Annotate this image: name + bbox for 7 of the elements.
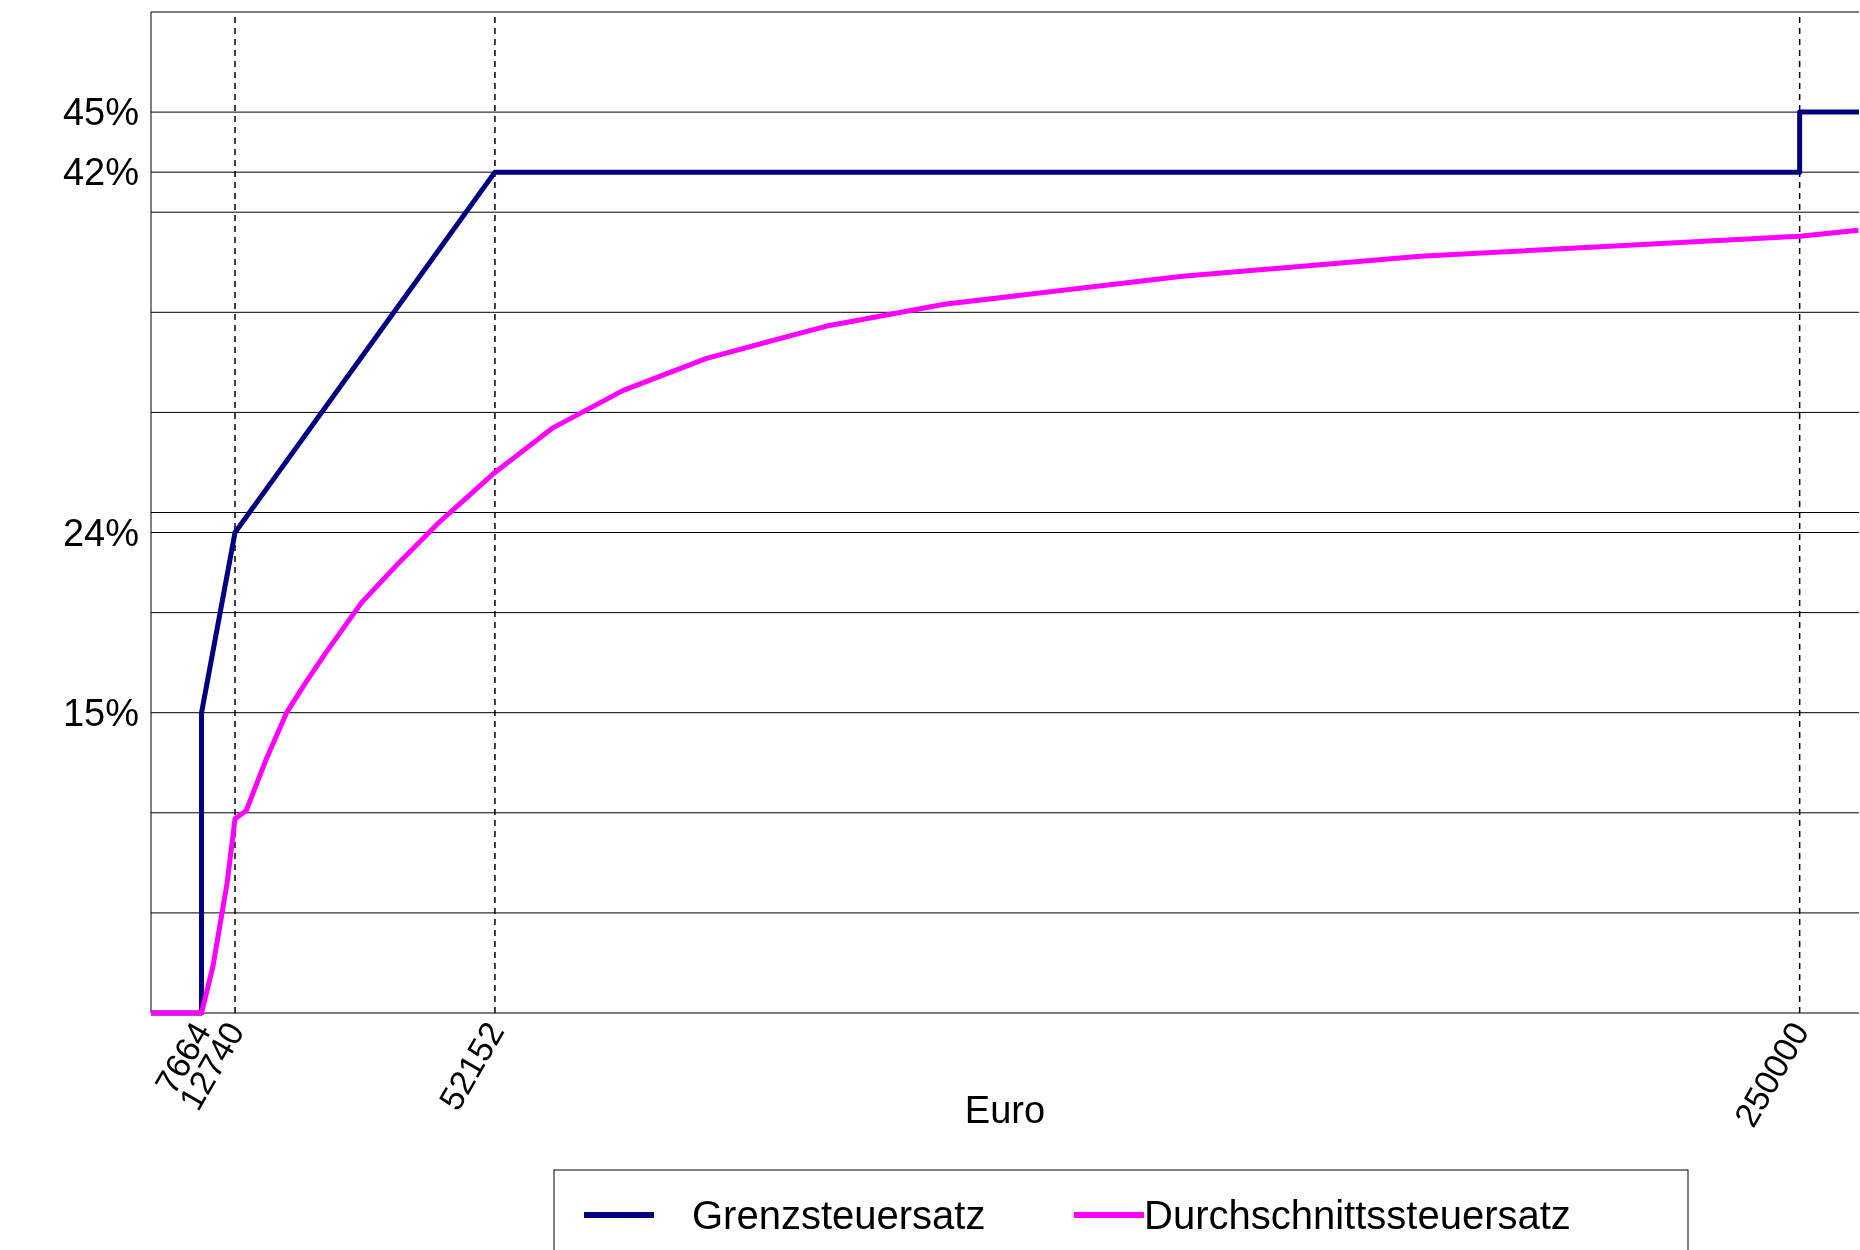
y-tick-label: 42% (62, 151, 140, 194)
y-tick-label: 24% (62, 511, 140, 554)
x-axis-title: Euro (964, 1089, 1046, 1131)
legend-label: Durchschnittssteuersatz (1144, 1193, 1571, 1237)
legend-label: Grenzsteuersatz (692, 1193, 986, 1237)
y-tick-label: 15% (62, 692, 140, 734)
y-tick-label: 45% (62, 91, 140, 134)
